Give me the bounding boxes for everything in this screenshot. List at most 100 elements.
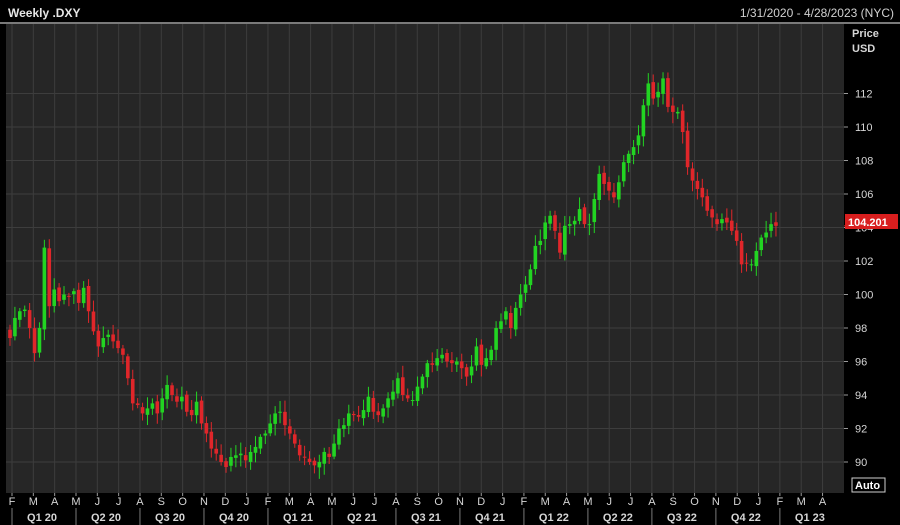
candle[interactable]: [258, 434, 263, 454]
candle[interactable]: [22, 305, 27, 317]
candle[interactable]: [214, 439, 219, 461]
auto-scale-button-frame[interactable]: [851, 477, 886, 493]
candle[interactable]: [494, 321, 498, 361]
candle[interactable]: [617, 175, 621, 208]
candle[interactable]: [764, 220, 768, 244]
candle[interactable]: [76, 282, 81, 311]
candle[interactable]: [312, 457, 317, 474]
candle[interactable]: [194, 391, 199, 424]
candle[interactable]: [116, 329, 120, 354]
candle[interactable]: [509, 305, 513, 339]
candle[interactable]: [366, 386, 371, 418]
candle[interactable]: [769, 212, 773, 238]
candle[interactable]: [523, 276, 528, 302]
candle[interactable]: [646, 73, 651, 117]
candle[interactable]: [42, 239, 47, 341]
candle[interactable]: [302, 445, 307, 466]
candle[interactable]: [47, 239, 52, 318]
candle[interactable]: [101, 326, 106, 354]
candle[interactable]: [700, 178, 705, 207]
candle[interactable]: [381, 404, 385, 424]
candle[interactable]: [612, 182, 616, 204]
candle[interactable]: [459, 353, 464, 379]
candle[interactable]: [631, 140, 636, 165]
auto-scale-button[interactable]: Auto: [851, 477, 886, 493]
candle[interactable]: [209, 422, 214, 458]
candle[interactable]: [140, 402, 145, 421]
candle[interactable]: [621, 155, 626, 187]
candle[interactable]: [386, 392, 390, 418]
candle[interactable]: [430, 352, 435, 373]
candle[interactable]: [675, 107, 680, 119]
candle[interactable]: [518, 283, 523, 316]
candle[interactable]: [170, 382, 174, 402]
candle[interactable]: [607, 176, 611, 201]
candle[interactable]: [410, 391, 415, 406]
candle[interactable]: [248, 445, 253, 470]
candle[interactable]: [528, 264, 533, 290]
candle[interactable]: [342, 417, 346, 438]
candle[interactable]: [504, 307, 508, 325]
candle[interactable]: [420, 374, 425, 395]
candle[interactable]: [175, 388, 179, 408]
candle[interactable]: [558, 222, 562, 260]
candle[interactable]: [474, 338, 479, 371]
candle[interactable]: [592, 193, 597, 234]
candle[interactable]: [199, 396, 204, 430]
candle[interactable]: [204, 416, 209, 443]
candle[interactable]: [464, 363, 469, 386]
candle[interactable]: [297, 439, 302, 461]
candle[interactable]: [273, 406, 277, 436]
candle[interactable]: [327, 447, 331, 464]
candle[interactable]: [91, 300, 96, 335]
candle[interactable]: [729, 209, 734, 236]
candle[interactable]: [346, 404, 351, 435]
candle[interactable]: [160, 388, 165, 421]
candle[interactable]: [533, 235, 538, 275]
candle[interactable]: [415, 376, 420, 406]
candle[interactable]: [754, 242, 759, 276]
candle[interactable]: [96, 324, 101, 357]
candle[interactable]: [582, 203, 587, 228]
candle[interactable]: [268, 414, 273, 437]
candle[interactable]: [479, 339, 484, 377]
candle[interactable]: [37, 322, 42, 358]
candle[interactable]: [361, 399, 366, 426]
candle[interactable]: [680, 104, 685, 144]
candle[interactable]: [440, 348, 444, 364]
candle[interactable]: [450, 352, 454, 373]
candle[interactable]: [651, 74, 656, 105]
candle[interactable]: [548, 210, 552, 231]
candle[interactable]: [626, 150, 631, 173]
candle[interactable]: [739, 233, 744, 273]
candle[interactable]: [8, 324, 12, 346]
candle[interactable]: [572, 216, 577, 236]
candle[interactable]: [243, 447, 248, 468]
candle[interactable]: [307, 451, 312, 465]
candle[interactable]: [705, 189, 710, 217]
candle[interactable]: [184, 390, 189, 417]
candle[interactable]: [145, 397, 150, 426]
candle[interactable]: [695, 172, 700, 200]
candle[interactable]: [396, 372, 400, 399]
candle[interactable]: [155, 394, 160, 424]
candle[interactable]: [543, 216, 547, 251]
candle[interactable]: [499, 313, 503, 333]
candle[interactable]: [288, 418, 292, 440]
candle[interactable]: [332, 434, 336, 460]
candle[interactable]: [513, 301, 518, 337]
candle[interactable]: [81, 281, 86, 308]
candles[interactable]: [8, 72, 778, 479]
candle[interactable]: [27, 303, 32, 339]
candle[interactable]: [165, 375, 169, 409]
candle[interactable]: [278, 401, 282, 424]
candle[interactable]: [67, 292, 71, 307]
candle[interactable]: [219, 444, 223, 466]
candle[interactable]: [577, 197, 582, 225]
candle[interactable]: [405, 388, 410, 402]
candle[interactable]: [111, 324, 115, 349]
candle[interactable]: [710, 205, 714, 228]
candle[interactable]: [759, 234, 764, 257]
candle[interactable]: [356, 405, 361, 422]
